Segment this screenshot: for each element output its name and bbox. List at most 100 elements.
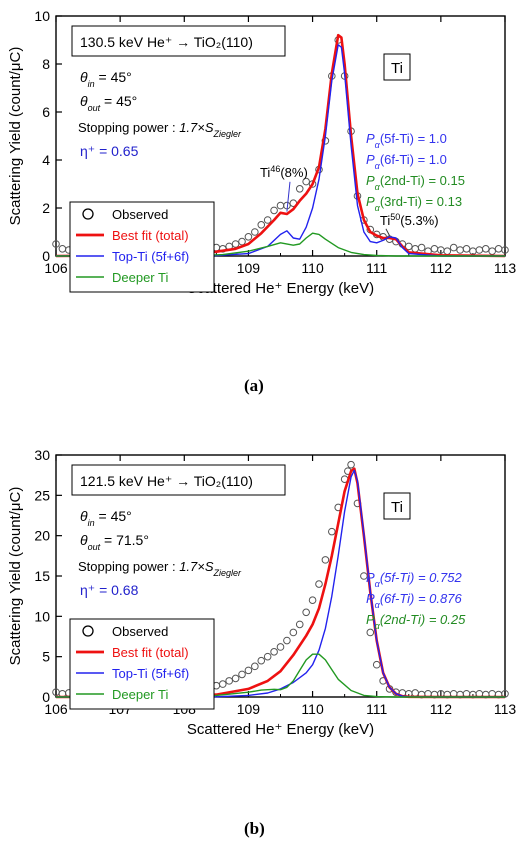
isotope-annotation: Ti46(8%) [260, 164, 308, 180]
observed-point [289, 628, 298, 637]
probability-text: Pα(5f-Ti) = 1.0 [366, 131, 447, 150]
y-tick-label: 2 [42, 200, 50, 216]
observed-point [295, 620, 304, 629]
probability-text: Pα(2nd-Ti) = 0.25 [366, 612, 466, 631]
legend-marker [82, 625, 94, 637]
observed-point [481, 245, 490, 253]
y-axis-label: Scattering Yield (count/μC) [7, 47, 24, 226]
observed-point [302, 608, 310, 617]
observed-point [218, 245, 227, 253]
eta-text: η⁺ = 0.65 [80, 143, 139, 159]
legend-marker [82, 208, 94, 220]
y-tick-label: 6 [42, 104, 50, 120]
x-tick-label: 106 [44, 701, 68, 717]
theta-out-text: θout = 45° [80, 93, 137, 113]
observed-point [315, 580, 323, 588]
legend-label: Observed [112, 624, 168, 639]
element-label-box [383, 492, 411, 520]
x-tick-label: 112 [430, 260, 453, 276]
observed-point [501, 246, 509, 254]
y-tick-label: 20 [34, 528, 50, 544]
x-tick-label: 109 [237, 701, 261, 717]
observed-point [411, 245, 420, 253]
observed-point [257, 656, 266, 665]
observed-point [225, 677, 233, 685]
annotation-arrow [286, 181, 291, 212]
isotope-annotation: Ti50(5.3%) [380, 212, 439, 228]
info-box [71, 25, 286, 57]
info-box-text: 130.5 keV He⁺ → TiO₂(110) [80, 34, 253, 50]
y-tick-label: 15 [34, 568, 50, 584]
observed-point [417, 243, 426, 252]
observed-point [244, 233, 253, 241]
observed-point [366, 628, 375, 637]
x-tick-label: 113 [494, 260, 517, 276]
legend-label: Deeper Ti [112, 687, 168, 702]
observed-point [238, 237, 246, 246]
element-label: Ti [391, 499, 403, 516]
legend-label: Observed [112, 207, 168, 222]
chart-panel-a: 1061071081091101111121130246810Scattered… [7, 8, 516, 297]
stopping-power-text: Stopping power : 1.7×SZiegler [78, 559, 242, 578]
observed-point [411, 689, 420, 697]
observed-point [456, 246, 464, 254]
observed-point [430, 245, 439, 253]
y-axis-label: Scattering Yield (count/μC) [7, 487, 24, 666]
top-ti-line [55, 469, 505, 698]
y-tick-label: 8 [42, 56, 50, 72]
info-box [71, 464, 286, 496]
observed-point [270, 206, 278, 215]
observed-point [347, 460, 355, 469]
observed-point [251, 228, 259, 236]
element-label: Ti [391, 60, 403, 77]
x-tick-label: 110 [301, 701, 324, 717]
observed-point [276, 201, 285, 210]
observed-point [276, 643, 285, 651]
x-tick-label: 110 [301, 260, 324, 276]
observed-point [270, 648, 278, 656]
deeper-ti-line [55, 232, 505, 257]
x-axis-label: Scattered He⁺ Energy (keV) [187, 280, 374, 297]
observed-point [404, 242, 413, 251]
legend-box [69, 618, 215, 710]
x-tick-label: 106 [44, 260, 68, 276]
observed-point [443, 247, 452, 255]
probability-text: Pα(6f-Ti) = 0.876 [366, 591, 462, 610]
x-tick-label: 111 [366, 260, 387, 276]
observed-point [328, 527, 336, 536]
observed-point [462, 245, 471, 253]
legend-label: Deeper Ti [112, 270, 168, 285]
top-ti-line [55, 44, 505, 257]
observed-point [308, 596, 317, 605]
probability-text: Pα(2nd-Ti) = 0.15 [366, 173, 465, 192]
observed-point [283, 636, 291, 645]
observed-point [295, 185, 304, 193]
observed-point [302, 177, 310, 186]
info-box-text: 121.5 keV He⁺ → TiO₂(110) [80, 473, 253, 489]
probability-text: Pα(3rd-Ti) = 0.13 [366, 194, 462, 213]
y-tick-label: 5 [42, 649, 50, 665]
y-tick-label: 0 [42, 248, 50, 264]
element-label-box [383, 53, 411, 81]
x-tick-label: 112 [430, 701, 453, 717]
observed-point [494, 245, 503, 253]
theta-out-text: θout = 71.5° [80, 532, 149, 552]
probability-text: Pα(5f-Ti) = 0.752 [366, 570, 462, 589]
y-tick-label: 30 [34, 447, 50, 463]
annotation-arrow [385, 228, 390, 236]
observed-point [231, 240, 240, 248]
legend-label: Top-Ti (5f+6f) [112, 666, 189, 681]
observed-point [58, 245, 67, 253]
x-tick-label: 113 [494, 701, 517, 717]
legend-label: Best fit (total) [112, 228, 189, 243]
y-tick-label: 25 [34, 487, 50, 503]
observed-point [257, 221, 266, 229]
observed-point [238, 670, 246, 679]
legend-label: Best fit (total) [112, 645, 189, 660]
panel-a-caption: (a) [244, 376, 264, 395]
x-tick-label: 109 [237, 260, 261, 276]
observed-point [263, 652, 272, 661]
observed-point [488, 247, 496, 255]
probability-text: Pα(6f-Ti) = 1.0 [366, 152, 447, 171]
